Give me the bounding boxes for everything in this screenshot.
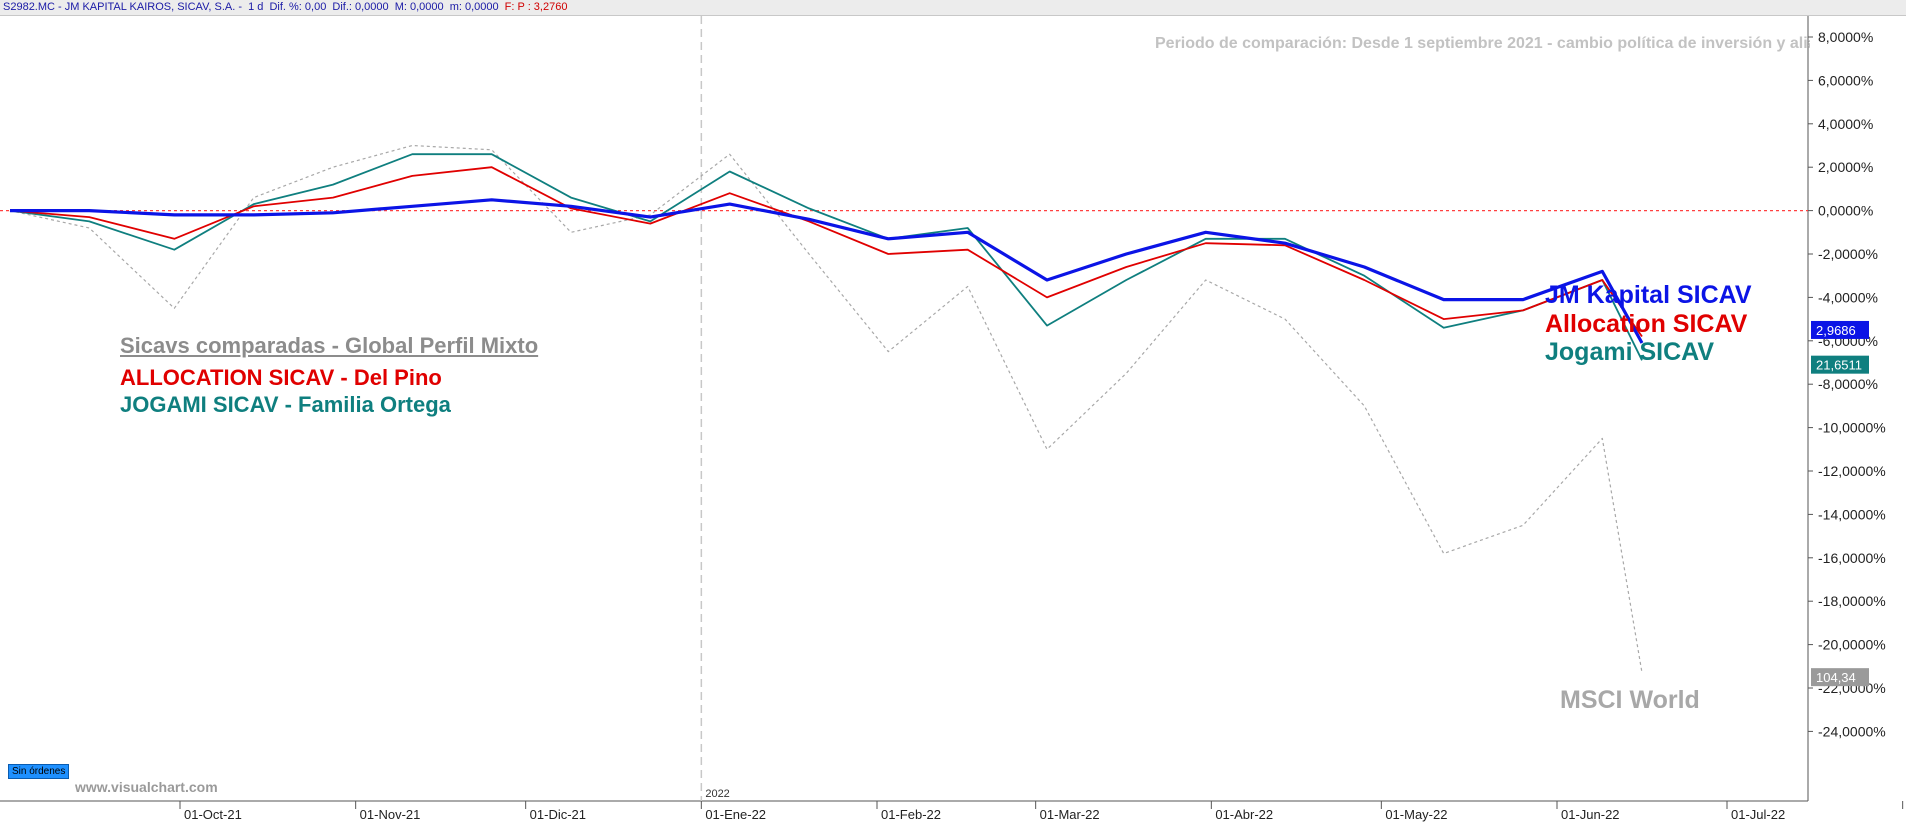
series-jm-kapital-line bbox=[10, 198, 1644, 344]
legend-allocation: Allocation SICAV bbox=[1545, 310, 1748, 338]
jm-value-badge-bg bbox=[1811, 320, 1869, 339]
legend-jm-kapital: JM Kapital SICAV bbox=[1545, 281, 1752, 309]
x-tick-label: 01-Oct-21 bbox=[184, 807, 242, 822]
msci-value-badge: 104,34 bbox=[1816, 670, 1856, 685]
x-tick-label: 01-Feb-22 bbox=[881, 807, 941, 822]
legend-msci-world: MSCI World bbox=[1560, 686, 1700, 714]
series-jogami-line bbox=[9, 153, 1643, 361]
jogami-value-badge-bg bbox=[1811, 355, 1869, 374]
x-tick-label: 01-Nov-21 bbox=[360, 807, 421, 822]
year-marker-label: 2022 bbox=[705, 788, 729, 800]
orders-status-badge[interactable]: Sin órdenes bbox=[8, 764, 70, 779]
header-diff: Dif.: 0,0000 bbox=[332, 1, 389, 13]
y-tick-label: -8,0000% bbox=[1818, 376, 1878, 392]
legend-jogami: Jogami SICAV bbox=[1545, 338, 1715, 366]
annotation-allocation: ALLOCATION SICAV - Del Pino bbox=[120, 365, 442, 390]
y-tick-label: 2,0000% bbox=[1818, 159, 1873, 175]
header-symbol: S2982.MC - JM KAPITAL KAIROS, SICAV, S.A… bbox=[3, 1, 243, 13]
y-tick-label: 6,0000% bbox=[1818, 72, 1873, 88]
y-tick-label: -16,0000% bbox=[1818, 550, 1886, 566]
y-tick-label: 8,0000% bbox=[1818, 29, 1873, 45]
header-timeframe: 1 d bbox=[248, 1, 264, 13]
site-watermark: www.visualchart.com bbox=[75, 779, 218, 795]
x-tick-label: 01-Jun-22 bbox=[1561, 807, 1620, 822]
jm-value-badge: 2,9686 bbox=[1816, 323, 1856, 338]
header-diff-pct: Dif. %: 0,00 bbox=[269, 1, 327, 13]
header-max: M: 0,0000 bbox=[394, 1, 444, 13]
y-tick-label: -2,0000% bbox=[1818, 246, 1878, 262]
x-tick-label: 01-Jul-22 bbox=[1731, 807, 1785, 822]
y-tick-label: -14,0000% bbox=[1818, 506, 1886, 522]
series-allocation-line bbox=[9, 166, 1643, 338]
y-tick-label: -18,0000% bbox=[1818, 593, 1886, 609]
comparison-chart[interactable]: 8,0000% 6,0000% 4,0000% 2,0000% 0,0000% -2,00… bbox=[0, 16, 1906, 823]
annotation-jogami: JOGAMI SICAV - Familia Ortega bbox=[120, 392, 451, 417]
y-tick-label: 0,0000% bbox=[1818, 203, 1873, 219]
msci-value-badge-bg bbox=[1811, 668, 1869, 687]
y-tick-label: -20,0000% bbox=[1818, 637, 1886, 653]
y-tick-label: -24,0000% bbox=[1818, 723, 1886, 739]
header-close: F: P : 3,2760 bbox=[504, 1, 568, 13]
y-tick-label: -10,0000% bbox=[1818, 420, 1886, 436]
x-tick-label: 01-Dic-21 bbox=[530, 807, 586, 822]
y-tick-label: -4,0000% bbox=[1818, 289, 1878, 305]
x-tick-label: 01-Abr-22 bbox=[1215, 807, 1273, 822]
header-min: m: 0,0000 bbox=[449, 1, 499, 13]
chart-header-bar: S2982.MC - JM KAPITAL KAIROS, SICAV, S.A… bbox=[0, 0, 1906, 16]
x-tick-label: 01-Mar-22 bbox=[1040, 807, 1100, 822]
y-tick-label: 4,0000% bbox=[1818, 116, 1873, 132]
comparison-period-note: Periodo de comparación: Desde 1 septiemb… bbox=[1155, 35, 1810, 52]
annotation-title: Sicavs comparadas - Global Perfil Mixto bbox=[120, 333, 539, 358]
jogami-value-badge: 21,6511 bbox=[1816, 358, 1862, 373]
x-tick-label: 01-Ene-22 bbox=[705, 807, 766, 822]
x-tick-label: 01-May-22 bbox=[1385, 807, 1447, 822]
y-tick-label: -12,0000% bbox=[1818, 463, 1886, 479]
